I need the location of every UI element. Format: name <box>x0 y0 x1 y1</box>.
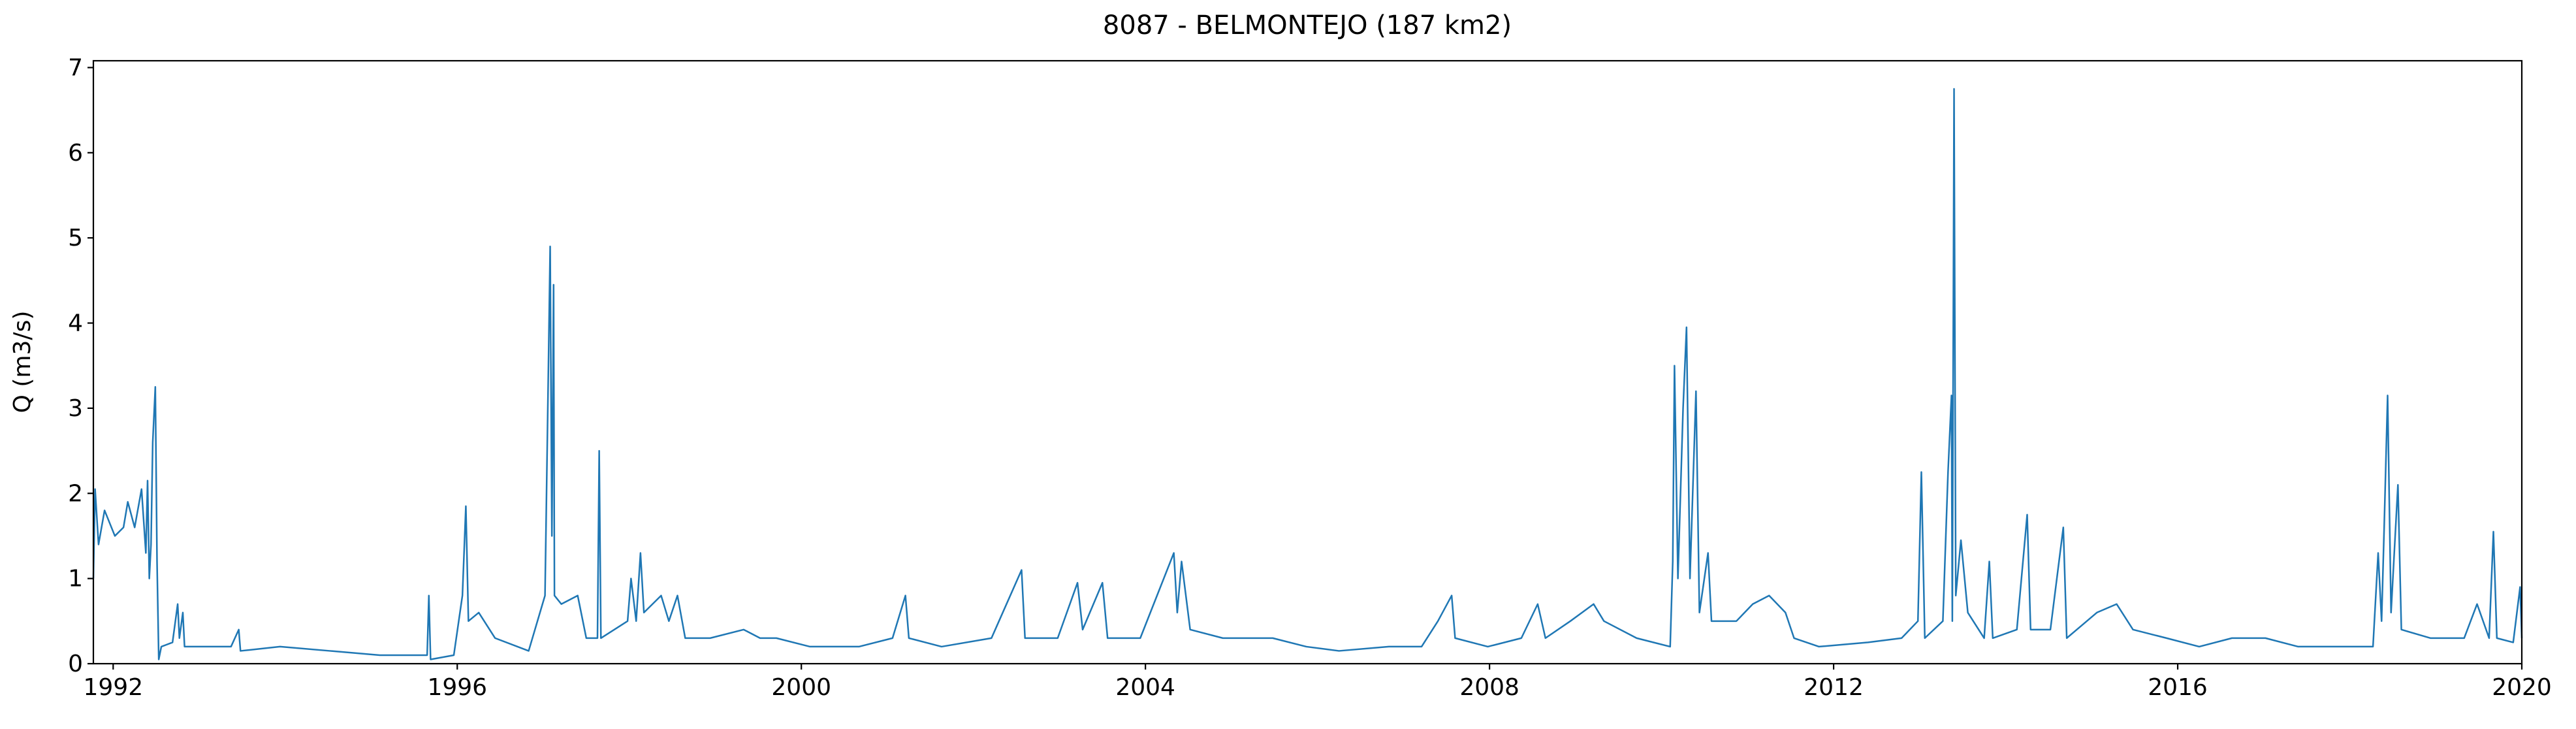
y-tick-label: 0 <box>68 651 83 677</box>
x-tick-label: 2000 <box>771 674 831 701</box>
y-tick-label: 7 <box>68 54 83 81</box>
y-tick-label: 3 <box>68 395 83 422</box>
y-tick-label: 4 <box>68 310 83 337</box>
y-tick-label: 6 <box>68 140 83 167</box>
y-tick-label: 2 <box>68 480 83 507</box>
x-tick-label: 2008 <box>1459 674 1519 701</box>
y-tick-label: 5 <box>68 225 83 251</box>
x-tick-label: 2016 <box>2148 674 2208 701</box>
x-tick-label: 2004 <box>1115 674 1175 701</box>
x-tick-label: 1996 <box>427 674 487 701</box>
x-tick-label: 2020 <box>2492 674 2552 701</box>
chart-title: 8087 - BELMONTEJO (187 km2) <box>1103 10 1512 40</box>
y-tick-label: 1 <box>68 566 83 592</box>
x-tick-label: 2012 <box>1804 674 1864 701</box>
plot-frame <box>92 59 2523 665</box>
y-axis-label: Q (m3/s) <box>9 311 36 413</box>
x-tick-label: 1992 <box>83 674 143 701</box>
series-line <box>92 88 2523 660</box>
